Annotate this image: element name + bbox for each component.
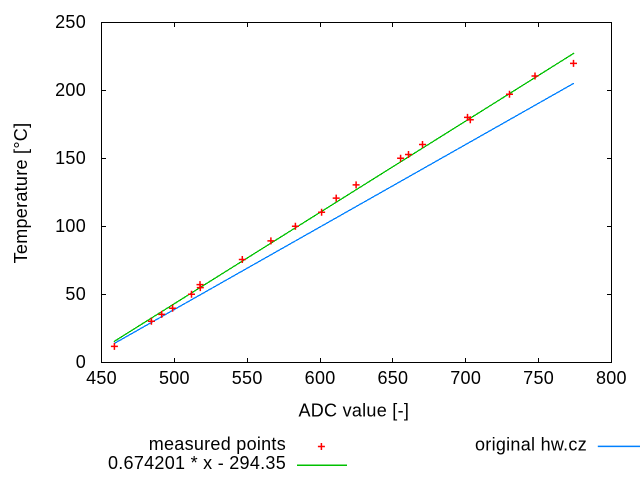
svg-text:200: 200 <box>55 80 86 100</box>
svg-text:0.674201 * x - 294.35: 0.674201 * x - 294.35 <box>108 453 286 473</box>
svg-text:600: 600 <box>305 368 336 388</box>
svg-text:0: 0 <box>76 352 86 372</box>
svg-text:measured points: measured points <box>149 434 286 454</box>
svg-text:100: 100 <box>55 216 86 236</box>
svg-text:50: 50 <box>65 284 86 304</box>
svg-text:ADC value [-]: ADC value [-] <box>298 401 409 421</box>
svg-text:450: 450 <box>86 368 117 388</box>
svg-text:650: 650 <box>377 368 408 388</box>
svg-text:Temperature [°C]: Temperature [°C] <box>11 123 31 264</box>
svg-text:750: 750 <box>523 368 554 388</box>
svg-text:250: 250 <box>55 12 86 32</box>
svg-text:original hw.cz: original hw.cz <box>475 435 587 455</box>
svg-text:800: 800 <box>596 368 627 388</box>
svg-text:150: 150 <box>55 148 86 168</box>
svg-text:500: 500 <box>159 368 190 388</box>
svg-text:550: 550 <box>232 368 263 388</box>
svg-text:700: 700 <box>450 368 481 388</box>
